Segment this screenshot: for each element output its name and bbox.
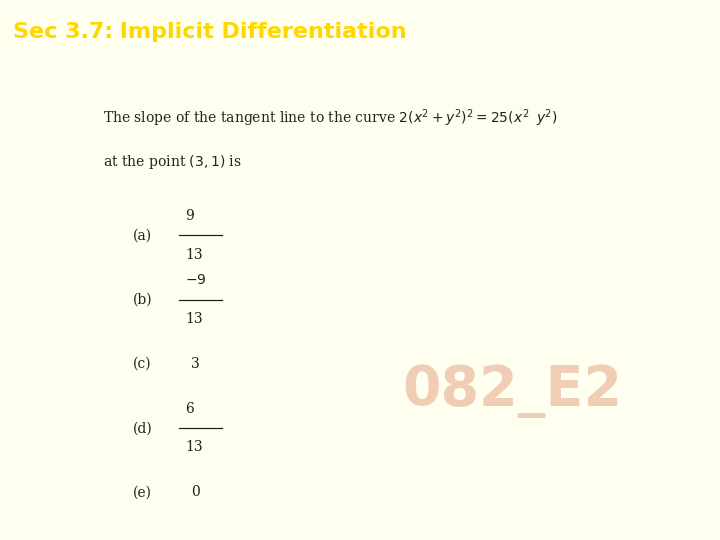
Text: 13: 13 bbox=[185, 441, 203, 455]
Text: (c): (c) bbox=[133, 357, 152, 371]
Text: 9: 9 bbox=[185, 209, 194, 223]
Text: 13: 13 bbox=[185, 248, 203, 262]
Text: (e): (e) bbox=[133, 485, 152, 500]
Text: $-9$: $-9$ bbox=[185, 273, 207, 287]
Text: 13: 13 bbox=[185, 312, 203, 326]
Text: Sec 3.7:: Sec 3.7: bbox=[13, 22, 113, 43]
Text: Implicit Differentiation: Implicit Differentiation bbox=[112, 22, 406, 43]
Text: 0: 0 bbox=[192, 485, 200, 500]
Text: (b): (b) bbox=[133, 293, 153, 307]
Text: 082_E2: 082_E2 bbox=[402, 364, 623, 418]
Text: 6: 6 bbox=[185, 402, 194, 416]
Text: 3: 3 bbox=[192, 357, 200, 371]
Text: (a): (a) bbox=[133, 228, 153, 242]
Text: (d): (d) bbox=[133, 421, 153, 435]
Text: The slope of the tangent line to the curve $2(x^2+y^2)^2=25(x^2\;\; y^2)$: The slope of the tangent line to the cur… bbox=[102, 107, 557, 129]
Text: at the point $(3,1)$ is: at the point $(3,1)$ is bbox=[102, 153, 241, 171]
